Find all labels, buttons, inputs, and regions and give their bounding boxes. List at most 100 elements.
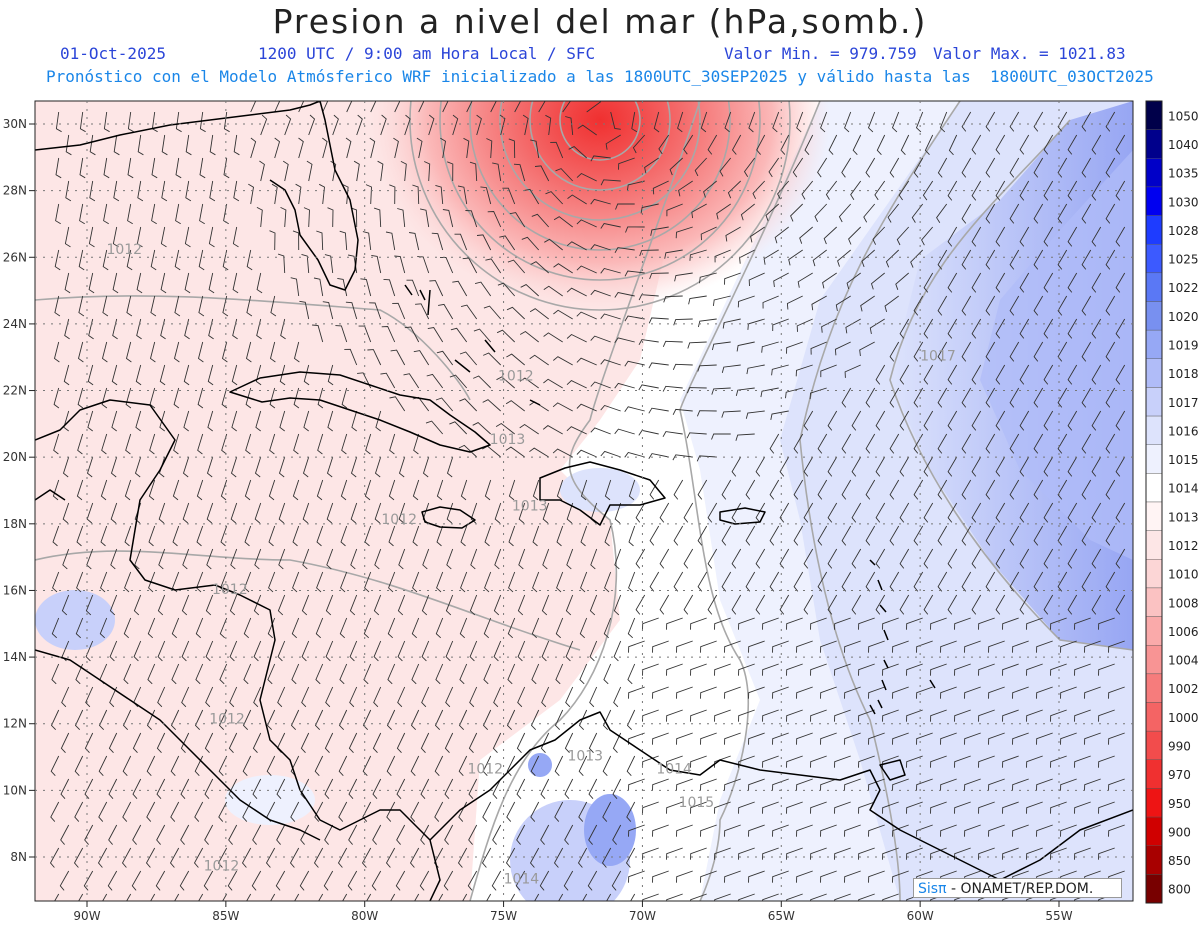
wind-barb: [122, 801, 132, 822]
wind-barb: [173, 433, 180, 455]
wind-barb: [756, 134, 766, 155]
wind-barb: [712, 295, 731, 306]
wind-barb: [745, 410, 765, 419]
wind-barb: [796, 824, 813, 837]
wind-barb: [827, 502, 838, 523]
colorbar-swatch: [1145, 559, 1163, 589]
colorbar-label: 850: [1168, 854, 1191, 868]
wind-barb: [678, 180, 693, 197]
wind-barb: [218, 709, 228, 731]
wind-barb: [520, 284, 540, 297]
wind-barb: [889, 387, 900, 408]
wind-barb: [553, 847, 564, 868]
wind-barb: [760, 387, 779, 398]
wind-barb: [922, 180, 934, 201]
wind-barb: [844, 732, 861, 745]
wind-barb: [750, 226, 765, 243]
colorbar-swatch: [1145, 387, 1163, 417]
wind-barb: [110, 502, 118, 524]
wind-barb: [1115, 180, 1126, 201]
wind-barb: [171, 617, 180, 639]
wind-barb: [985, 295, 996, 316]
wind-barb: [442, 101, 449, 113]
wind-barb: [892, 778, 909, 791]
wind-barb: [98, 801, 108, 822]
wind-barb: [940, 732, 957, 745]
wind-barb: [875, 456, 886, 477]
wind-barb: [577, 847, 588, 868]
wind-barb: [78, 295, 85, 317]
wind-barb: [731, 548, 742, 569]
wind-barb: [985, 433, 996, 454]
wind-barb: [446, 548, 454, 570]
wind-barb: [892, 732, 909, 745]
wind-barb: [889, 571, 900, 592]
wind-barb: [301, 686, 310, 708]
wind-barb: [913, 295, 924, 316]
wind-barb: [947, 272, 958, 293]
wind-barb: [417, 256, 430, 274]
wind-barb: [971, 594, 982, 615]
wind-barb: [54, 893, 60, 901]
wind-barb: [127, 157, 134, 179]
wind-barb: [373, 207, 382, 228]
wind-barb: [721, 364, 741, 374]
wind-barb: [124, 479, 132, 501]
wind-barb: [899, 502, 910, 523]
wind-barb: [834, 893, 851, 901]
wind-barb: [392, 302, 406, 320]
wind-barb: [335, 325, 348, 343]
wind-barb: [1019, 318, 1030, 339]
wind-barb: [793, 433, 804, 454]
wind-barb: [1033, 571, 1044, 592]
wind-barb: [820, 364, 837, 378]
wind-barb: [868, 824, 885, 837]
wind-barb: [420, 208, 430, 228]
wind-barb: [244, 479, 252, 501]
wind-barb: [892, 640, 909, 653]
wind-barb: [916, 778, 933, 791]
wind-barb: [245, 341, 252, 363]
wind-barb: [961, 479, 972, 500]
coastlines: [35, 101, 1133, 901]
wind-barb: [652, 686, 669, 699]
wind-barb: [556, 571, 564, 593]
wind-barb: [123, 663, 132, 685]
wind-barb: [327, 364, 334, 386]
wind-barb: [688, 295, 707, 305]
wind-barb: [135, 364, 142, 386]
colorbar-label: 1050: [1168, 109, 1199, 123]
wind-barb: [268, 479, 276, 501]
lat-tick-label: 16N: [3, 583, 27, 597]
wind-barb: [954, 709, 971, 722]
wind-barb: [303, 364, 310, 386]
wind-barb: [400, 160, 407, 182]
wind-barb: [499, 114, 506, 136]
wind-barb: [112, 318, 118, 340]
wind-barb: [148, 479, 156, 501]
wind-barb: [505, 400, 525, 412]
wind-barb: [913, 157, 924, 178]
wind-barb: [415, 303, 430, 320]
wind-barb: [1012, 824, 1029, 837]
wind-barb: [1067, 318, 1078, 339]
wind-barb: [159, 410, 166, 432]
wind-barb: [812, 249, 827, 267]
wind-barb: [891, 111, 900, 133]
wind-barb: [542, 548, 550, 570]
wind-barb: [541, 686, 550, 708]
wind-barb: [462, 893, 468, 901]
wind-barb: [470, 548, 478, 570]
wind-barb: [242, 755, 252, 777]
wind-barb: [439, 256, 454, 274]
wind-barb: [916, 640, 933, 653]
wind-barb: [480, 186, 492, 205]
wind-barb: [558, 893, 564, 901]
wind-barb: [786, 709, 803, 722]
wind-barb: [308, 114, 316, 136]
wind-barb: [1067, 594, 1078, 615]
wind-barb: [372, 732, 382, 754]
wind-barb: [158, 502, 166, 524]
wind-barb: [714, 617, 731, 630]
